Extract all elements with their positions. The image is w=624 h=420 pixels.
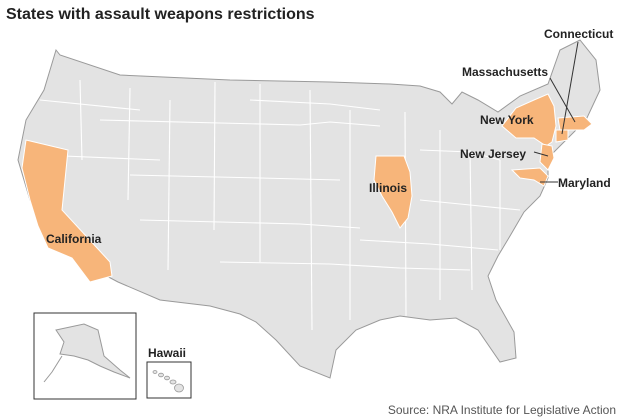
label-connecticut: Connecticut (544, 27, 613, 41)
state-maryland (510, 167, 549, 187)
callout-massachusetts (549, 77, 576, 123)
label-new-jersey: New Jersey (460, 147, 526, 161)
source-note: Source: NRA Institute for Legislative Ac… (387, 403, 616, 417)
label-california: California (46, 232, 102, 246)
state-california (21, 139, 113, 283)
alaska-shape (55, 323, 131, 379)
label-illinois: Illinois (369, 181, 407, 195)
state-new-jersey (539, 143, 555, 171)
state-connecticut (555, 129, 569, 143)
state-massachusetts (557, 115, 593, 131)
highlighted-states (21, 93, 593, 283)
alaska-peninsula (43, 355, 63, 383)
label-hawaii: Hawaii (148, 346, 186, 360)
label-massachusetts: Massachusetts (462, 65, 548, 79)
state-illinois (373, 155, 413, 229)
callout-connecticut (561, 41, 579, 135)
hawaii-islands (152, 370, 184, 393)
us-mainland (17, 39, 601, 379)
label-maryland: Maryland (558, 176, 611, 190)
callout-new-jersey (533, 151, 549, 157)
callout-lines (533, 41, 579, 183)
label-new-york: New York (480, 113, 534, 127)
hawaii-inset-frame (146, 361, 192, 399)
map-title: States with assault weapons restrictions (6, 6, 315, 23)
state-new-york (501, 93, 557, 147)
